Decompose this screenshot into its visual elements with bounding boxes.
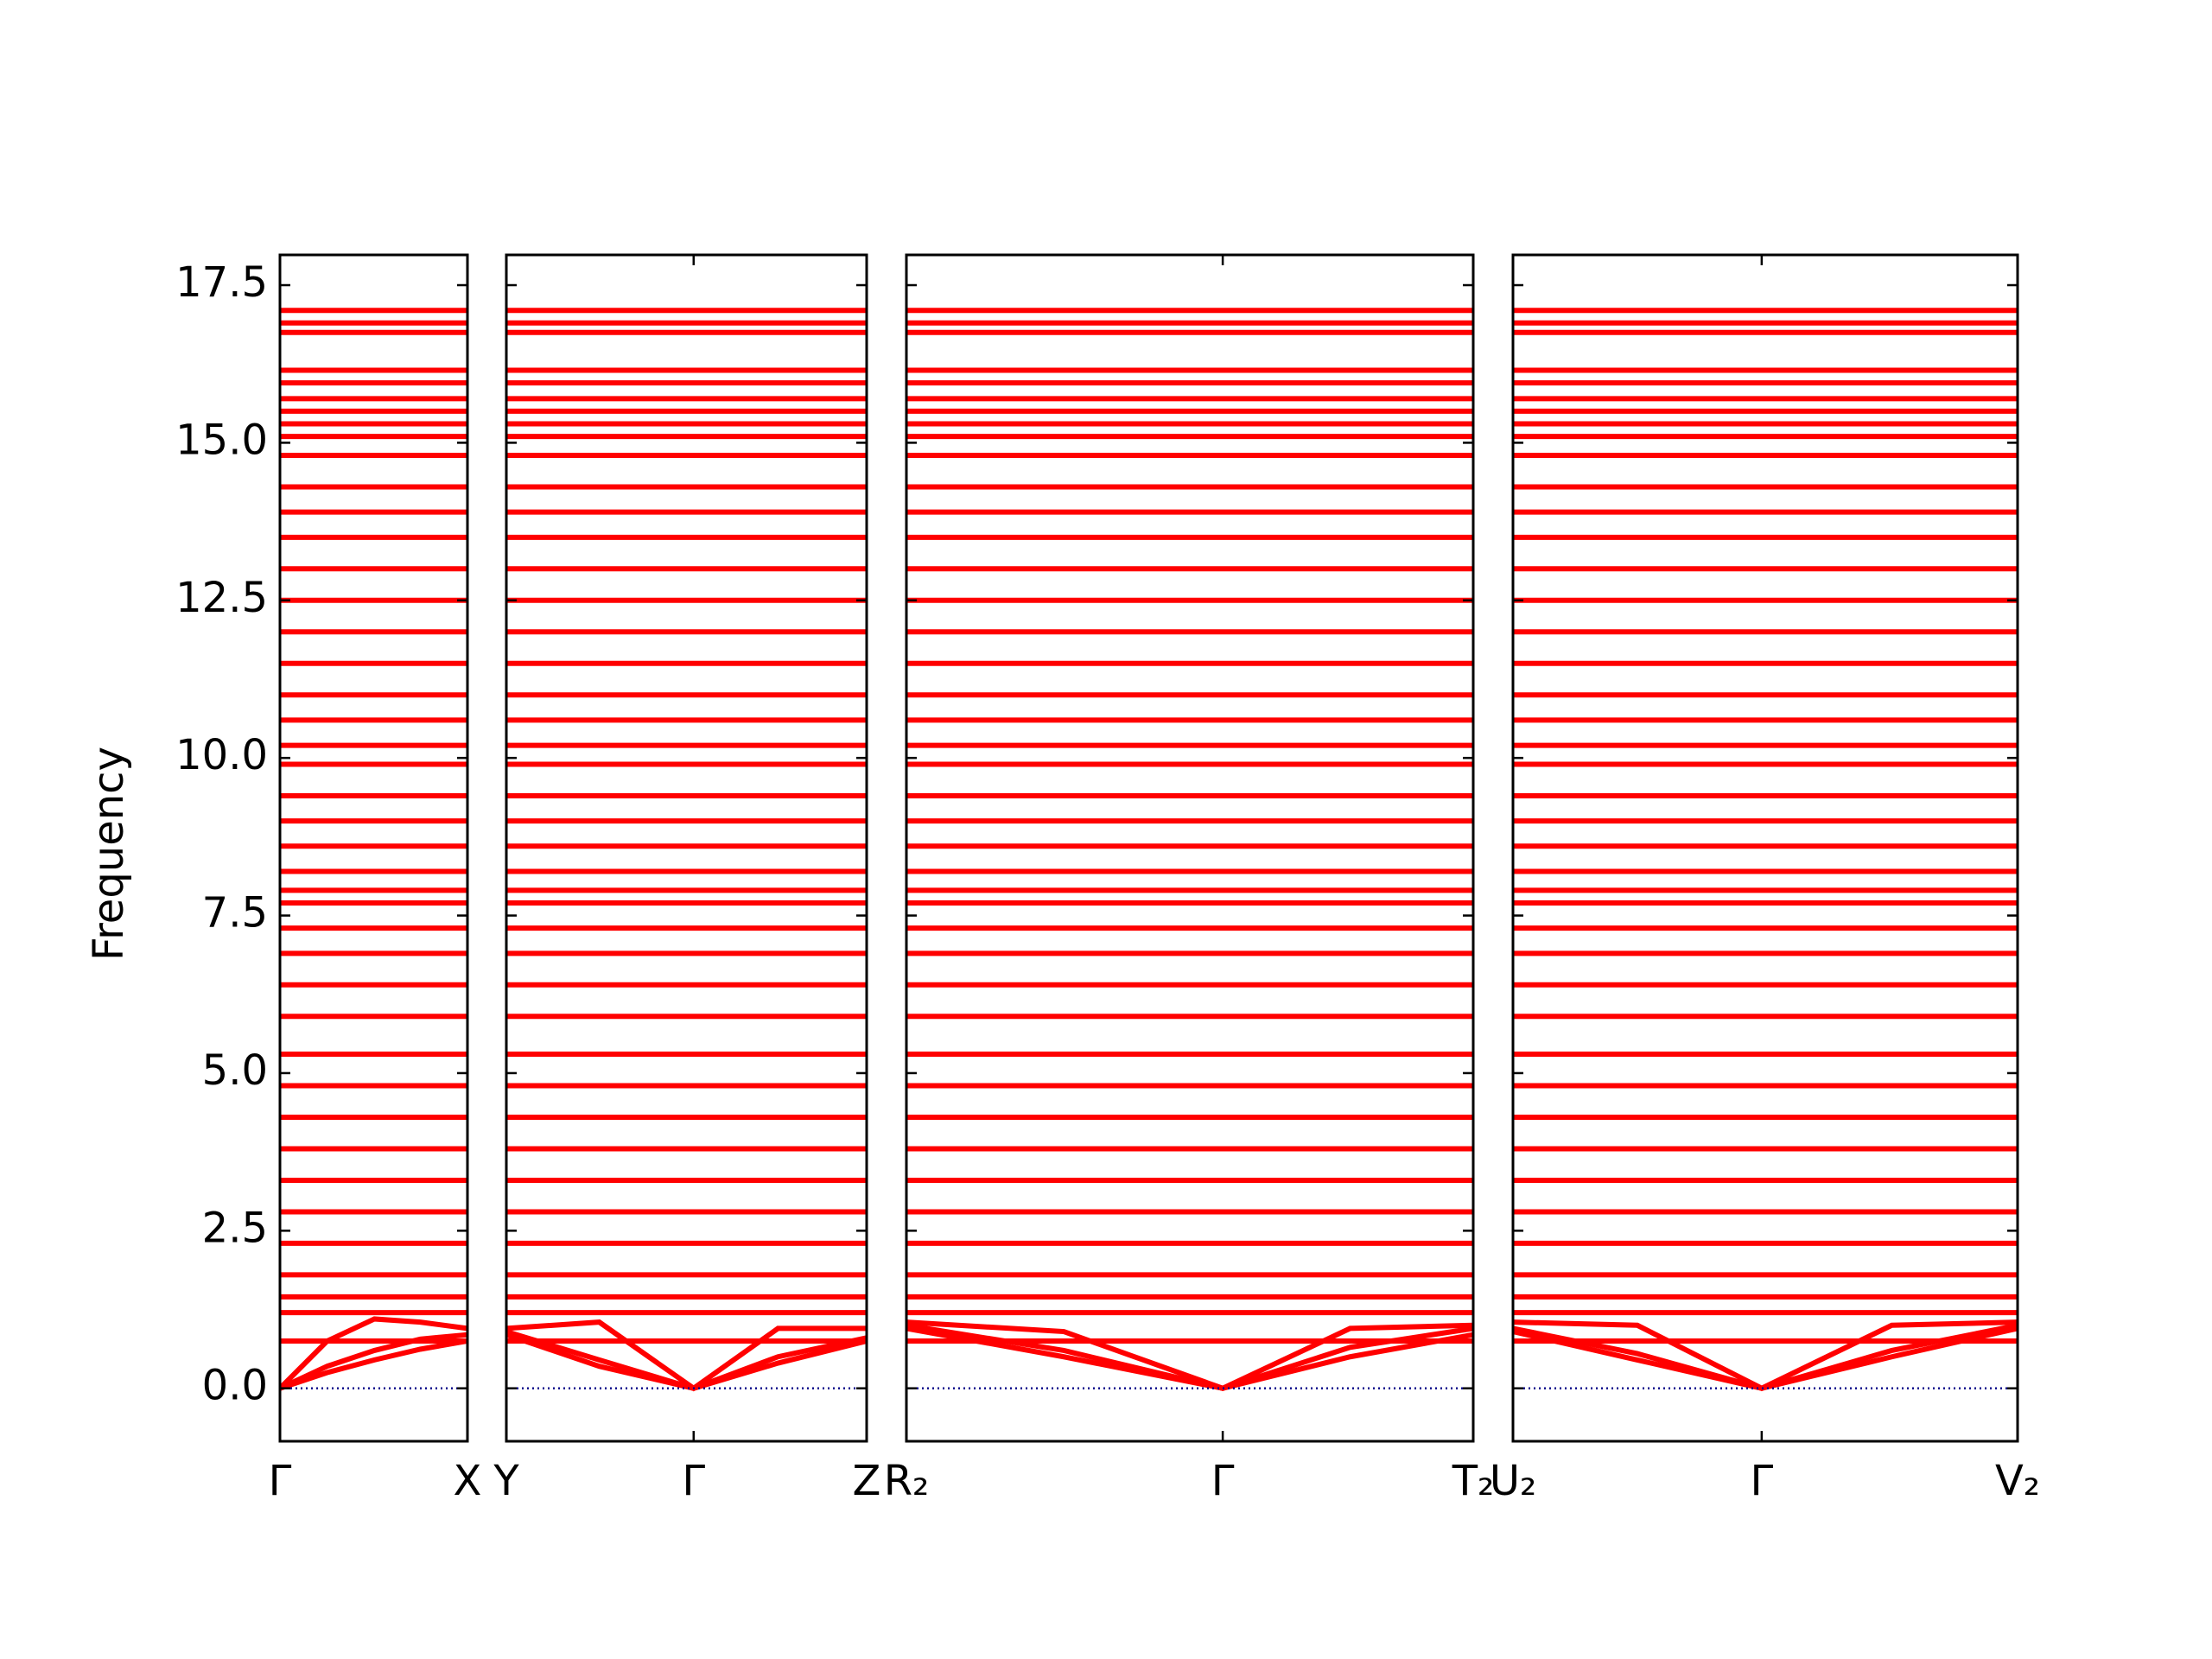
x-tick-label: Γ [682,1457,705,1505]
x-tick-label: Γ [269,1457,292,1505]
y-tick-label: 17.5 [175,258,268,307]
x-tick-label: Γ [1211,1457,1235,1505]
x-tick-label: Z [853,1457,881,1505]
y-axis-label: Frequency [85,747,133,961]
y-tick-label: 7.5 [202,889,268,938]
x-tick-label: T₂ [1452,1457,1495,1505]
y-tick-label: 0.0 [202,1362,268,1410]
panel-frame [505,253,868,1443]
panel-frame [905,253,1475,1443]
x-tick-label: R₂ [884,1457,930,1505]
y-tick-label: 12.5 [175,574,268,622]
x-tick-label: Y [493,1457,519,1505]
y-tick-label: 15.0 [175,416,268,464]
panel-frame [278,253,469,1443]
plot-area [506,308,867,1392]
plot-area [1513,308,2018,1392]
y-tick-label: 2.5 [202,1204,268,1252]
plot-area [906,308,1473,1391]
band-curve [280,1316,467,1390]
x-tick-label: Γ [1750,1457,1773,1505]
x-tick-label: X [454,1457,482,1505]
band-curve [280,1332,467,1391]
y-tick-label: 5.0 [202,1046,268,1095]
band-curve [280,1338,467,1391]
panel-frame [1511,253,2019,1443]
plot-area [280,308,467,1391]
x-tick-label: V₂ [1995,1457,2040,1505]
y-tick-label: 10.0 [175,731,268,779]
x-tick-label: U₂ [1490,1457,1536,1505]
band-curve [1513,1319,2018,1392]
